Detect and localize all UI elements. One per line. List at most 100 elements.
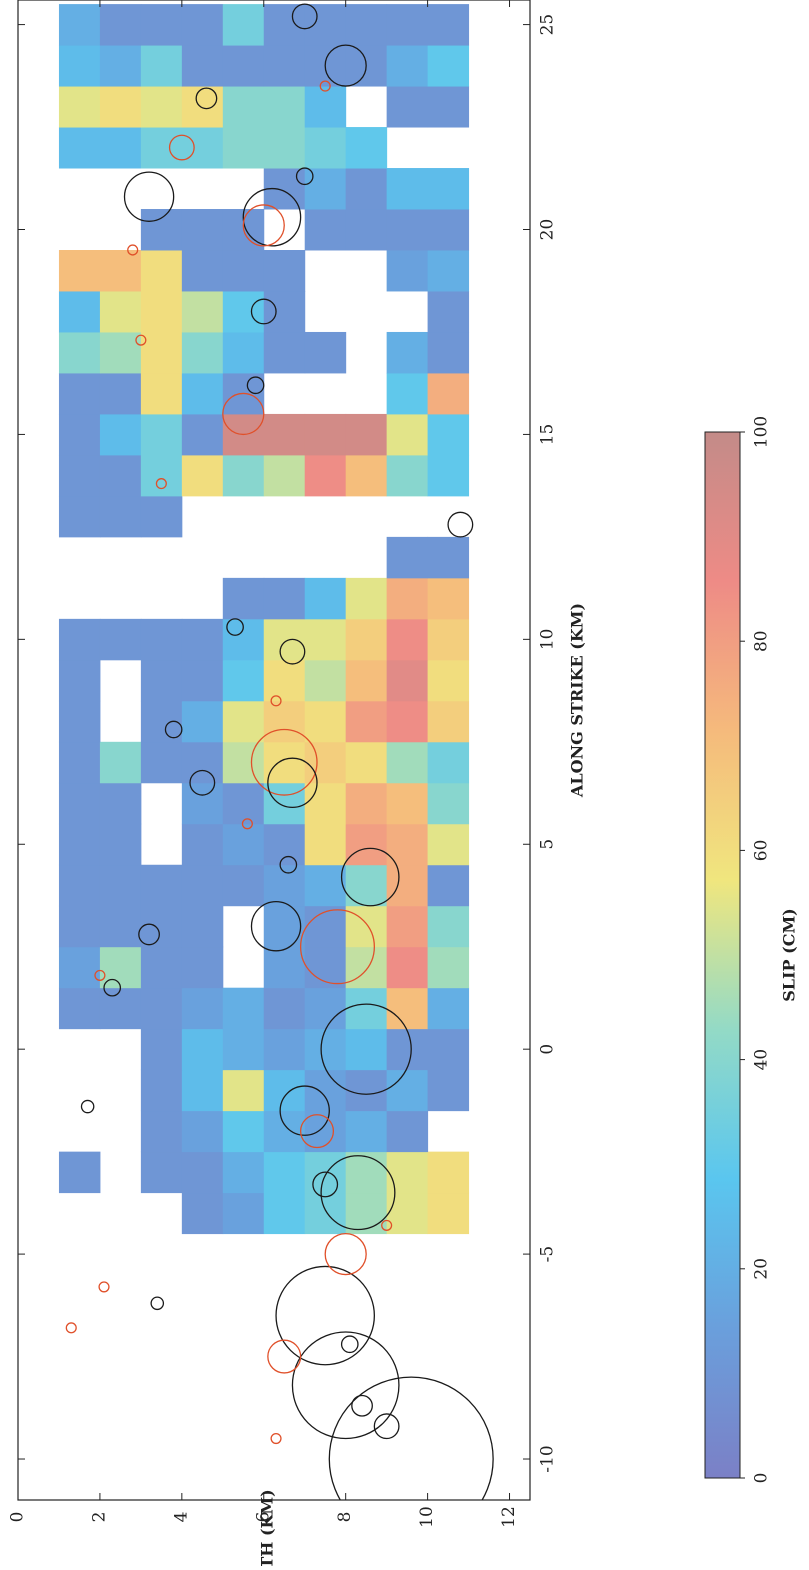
slip-cell [181, 1192, 224, 1235]
slip-cell [222, 250, 265, 292]
slip-cell [304, 659, 347, 702]
slip-cell [345, 4, 388, 46]
slip-cell [427, 782, 470, 825]
slip-cell [99, 782, 142, 825]
earthquake [250, 901, 302, 952]
earthquake [319, 80, 331, 92]
slip-cell [99, 864, 142, 907]
slip-cell [99, 905, 142, 948]
slip-cell [140, 864, 183, 907]
slip-cell [181, 1110, 224, 1153]
earthquake [291, 3, 318, 30]
slip-cell [304, 168, 347, 210]
earthquake [447, 511, 474, 538]
slip-cell [58, 86, 101, 128]
slip-cell [140, 905, 183, 948]
slip-cell [386, 823, 429, 866]
slip-cell [99, 454, 142, 497]
slip-cell [263, 741, 306, 784]
slip-cell [140, 946, 183, 989]
slip-cell [58, 987, 101, 1030]
slip-cell [58, 946, 101, 989]
slip-cell [345, 700, 388, 743]
slip-cell [99, 290, 142, 333]
slip-cell [140, 741, 183, 784]
y-tick-label: 2 [89, 1512, 109, 1523]
slip-cell [140, 413, 183, 456]
slip-cell [386, 45, 429, 87]
slip-cell [58, 823, 101, 866]
earthquake [195, 87, 218, 110]
slip-cell [345, 1028, 388, 1071]
slip-cell [263, 413, 306, 456]
slip-cell [263, 45, 306, 87]
slip-cell [181, 905, 224, 948]
slip-cell [263, 577, 306, 620]
slip-cell [58, 413, 101, 456]
earthquake [381, 1219, 393, 1231]
slip-cell [304, 577, 347, 620]
slip-cell [427, 250, 470, 292]
slip-cell [345, 1069, 388, 1112]
slip-cell [345, 1192, 388, 1235]
slip-cell [140, 1028, 183, 1071]
slip-cell [181, 1028, 224, 1071]
y-tick-label: 8 [335, 1512, 355, 1523]
slip-cell [58, 4, 101, 46]
slip-cell [140, 372, 183, 415]
slip-cell [140, 1110, 183, 1153]
slip-cell [386, 659, 429, 702]
slip-cell [222, 1028, 265, 1071]
slip-cell [263, 864, 306, 907]
y-tick-label: 4 [171, 1512, 191, 1523]
slip-cell [99, 127, 142, 169]
slip-cell [222, 823, 265, 866]
slip-cell [304, 209, 347, 251]
slip-cell [222, 45, 265, 87]
colorbar-tick-label: 60 [752, 840, 772, 862]
slip-cell [263, 86, 306, 128]
earthquake [275, 1265, 376, 1366]
slip-cell [222, 659, 265, 702]
earthquake [279, 638, 306, 665]
slip-cell [140, 250, 183, 292]
slip-cell [304, 741, 347, 784]
slip-cell [181, 413, 224, 456]
slip-cell [345, 823, 388, 866]
x-tick-label: 15 [538, 424, 558, 446]
slip-cell [222, 700, 265, 743]
slip-cell [427, 618, 470, 661]
earthquake [324, 1232, 367, 1276]
slip-cell [386, 1151, 429, 1194]
slip-cell [58, 495, 101, 538]
earthquake [267, 757, 318, 809]
slip-cell [304, 1028, 347, 1071]
earthquake [340, 847, 400, 907]
earthquake [241, 818, 253, 830]
slip-cell [427, 45, 470, 87]
colorbar-label: SLIP (CM) [780, 908, 799, 1001]
slip-cell [304, 987, 347, 1030]
slip-cell [99, 4, 142, 46]
earthquake [168, 134, 195, 161]
earthquake [295, 167, 314, 186]
slip-cell [304, 4, 347, 46]
earthquake [80, 1099, 95, 1114]
slip-cell [386, 1110, 429, 1153]
earthquake [138, 923, 160, 946]
slip-cell [222, 987, 265, 1030]
slip-cell [427, 987, 470, 1030]
slip-cell [304, 127, 347, 169]
earthquake [103, 978, 122, 997]
slip-cell [222, 1192, 265, 1235]
slip-cell [427, 290, 470, 333]
earthquake [94, 969, 106, 981]
slip-cell [140, 659, 183, 702]
earthquake [270, 1432, 282, 1445]
earthquake [164, 720, 183, 739]
slip-cell [181, 250, 224, 292]
plot-area [58, 3, 494, 1500]
slip-cell [181, 946, 224, 989]
slip-cell [427, 4, 470, 46]
slip-cell [140, 1069, 183, 1112]
